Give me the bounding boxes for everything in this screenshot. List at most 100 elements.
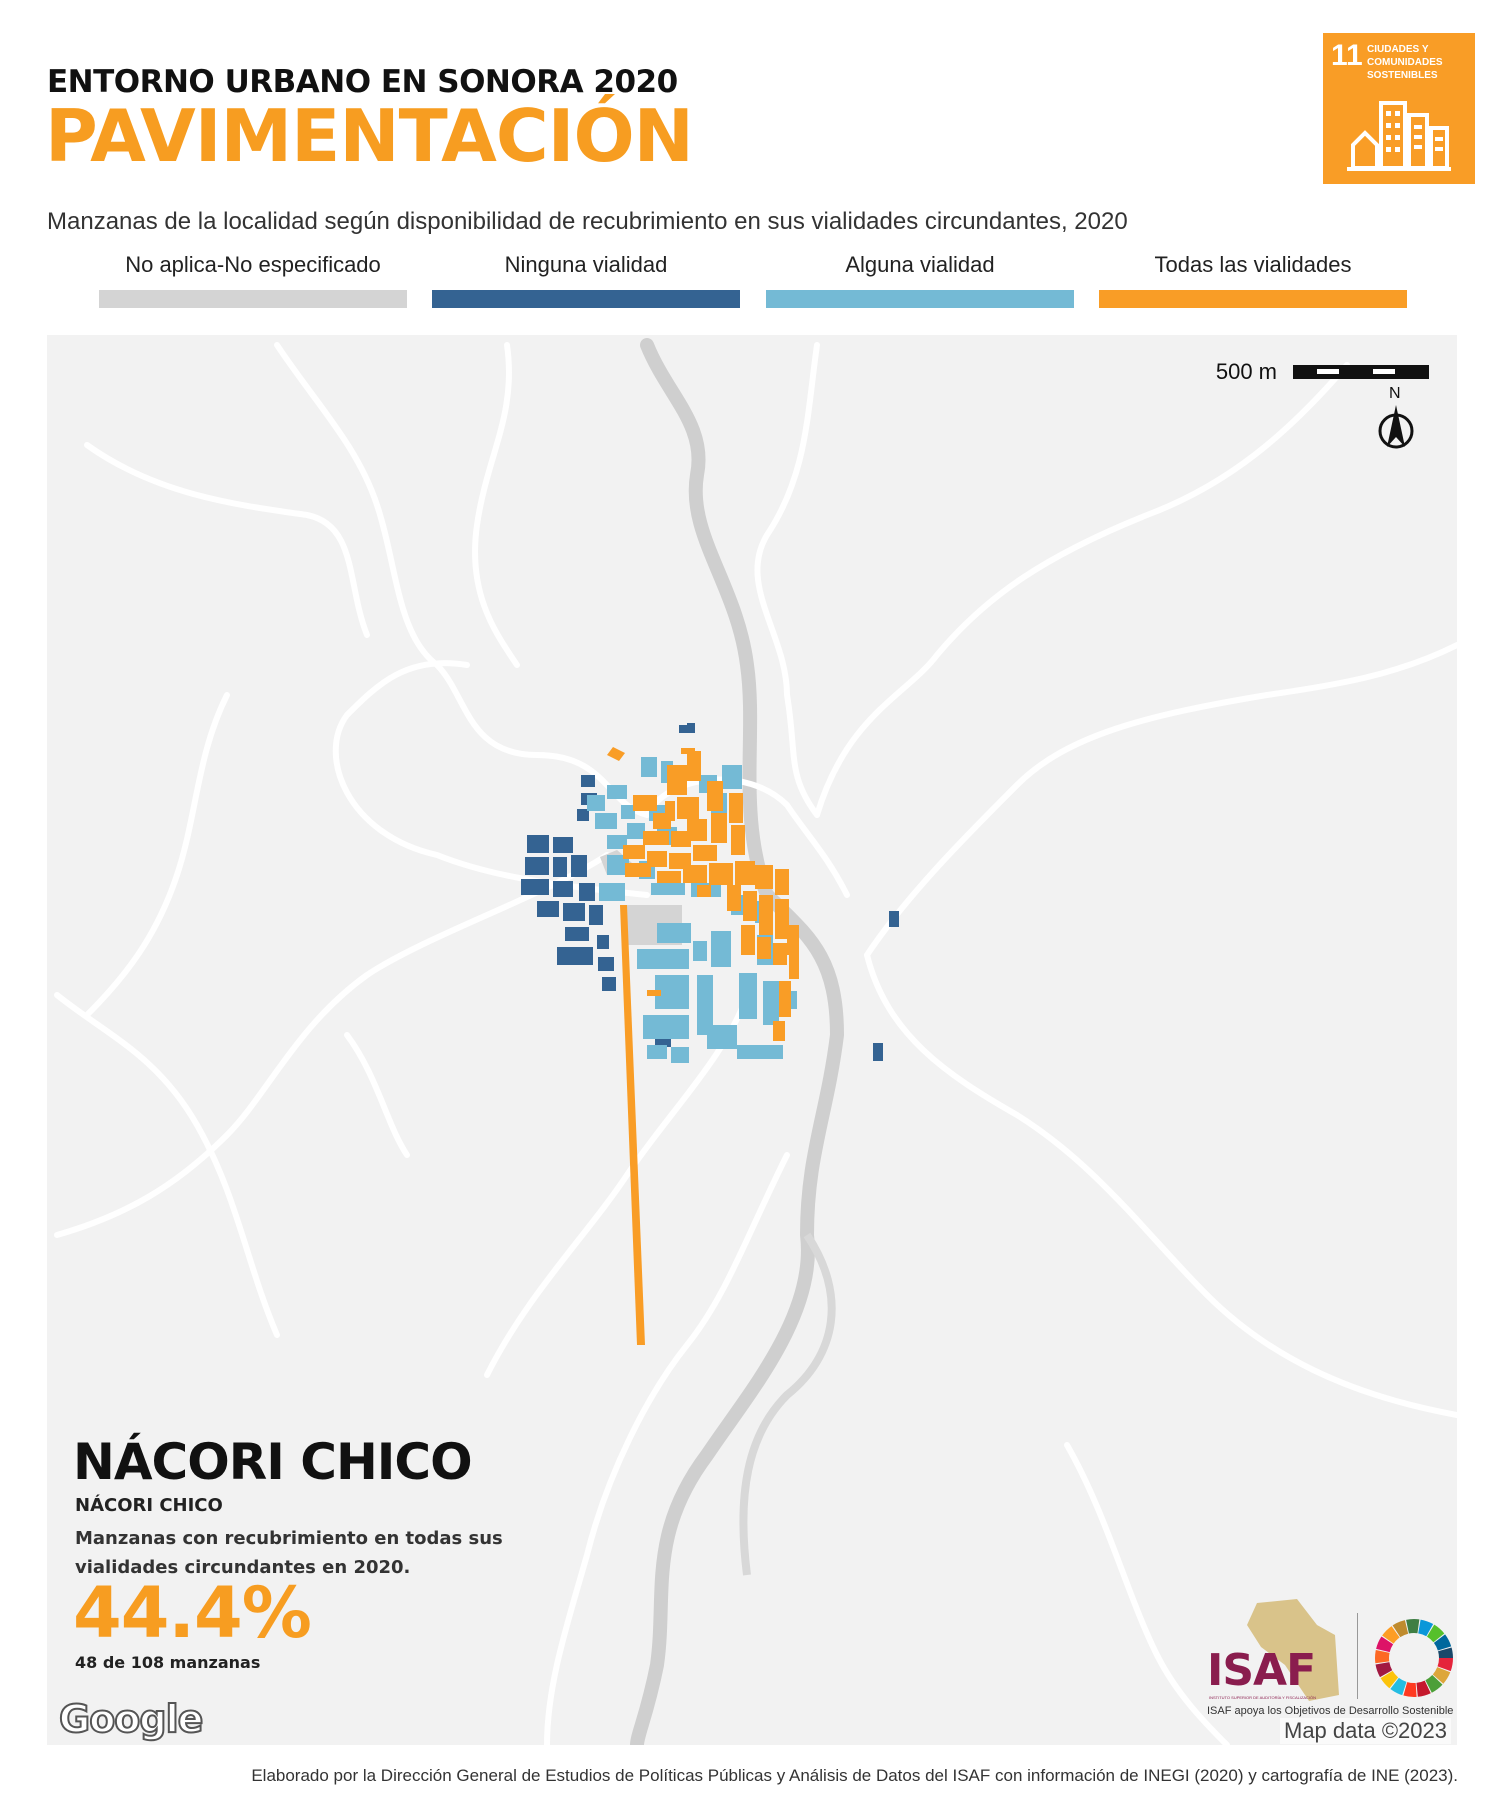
city-block bbox=[647, 851, 667, 867]
page-title: PAVIMENTACIÓN bbox=[45, 94, 694, 178]
city-block bbox=[647, 990, 661, 996]
city-block bbox=[679, 725, 691, 733]
city-block bbox=[521, 879, 549, 895]
city-block bbox=[755, 865, 773, 889]
city-block bbox=[775, 899, 789, 939]
city-block bbox=[621, 805, 635, 819]
city-block bbox=[707, 1025, 737, 1049]
legend-label: Ninguna vialidad bbox=[504, 252, 668, 277]
sdg-text-2: COMUNIDADES bbox=[1367, 57, 1443, 68]
city-block bbox=[563, 903, 585, 921]
city-block bbox=[697, 885, 711, 897]
city-block bbox=[637, 949, 689, 969]
city-block bbox=[607, 747, 625, 761]
city-block bbox=[739, 973, 757, 1019]
city-block bbox=[775, 869, 789, 895]
city-block bbox=[773, 943, 787, 965]
north-arrow-icon: N bbox=[1375, 385, 1417, 451]
city-block bbox=[599, 883, 625, 901]
city-block bbox=[709, 863, 733, 885]
city-block bbox=[667, 765, 687, 795]
city-block bbox=[553, 857, 567, 877]
city-block bbox=[671, 831, 691, 847]
sdg-text-1: CIUDADES Y bbox=[1367, 44, 1429, 55]
sdg-text-3: SOSTENIBLES bbox=[1367, 70, 1438, 81]
city-block bbox=[779, 981, 791, 1017]
city-block bbox=[553, 837, 573, 853]
city-block bbox=[577, 809, 589, 821]
logos: ISAF INSTITUTO SUPERIOR DE AUDITORÍA Y F… bbox=[1147, 1585, 1453, 1725]
city-block bbox=[598, 957, 614, 971]
river-branch bbox=[739, 1232, 836, 1576]
city-block bbox=[757, 937, 771, 959]
city-block bbox=[657, 871, 681, 883]
city-block bbox=[697, 975, 713, 1035]
city-block bbox=[731, 825, 745, 855]
blocks-todas bbox=[607, 747, 799, 1345]
map-data-attribution[interactable]: Map data ©2023 bbox=[1280, 1718, 1451, 1744]
city-block bbox=[687, 751, 701, 781]
north-label: N bbox=[1389, 385, 1401, 402]
sonora-map-icon bbox=[1247, 1599, 1339, 1701]
legend-label: No aplica-No especificado bbox=[125, 252, 381, 277]
legend-swatch bbox=[1099, 290, 1407, 308]
city-block bbox=[711, 813, 727, 843]
city-block bbox=[711, 931, 731, 967]
city-block bbox=[759, 895, 773, 935]
city-block bbox=[595, 813, 617, 829]
city-block bbox=[789, 955, 799, 979]
city-block bbox=[651, 883, 685, 895]
city-block bbox=[677, 797, 699, 819]
city-block bbox=[665, 801, 675, 821]
city-block bbox=[607, 835, 627, 849]
city-block bbox=[743, 891, 757, 921]
legend-item-ninguna: Ninguna vialidad bbox=[432, 250, 740, 308]
city-block bbox=[597, 935, 609, 949]
sdg-wheel-icon bbox=[1375, 1619, 1453, 1697]
roads bbox=[54, 342, 1457, 1745]
footer-source: Elaborado por la Dirección General de Es… bbox=[251, 1766, 1458, 1785]
city-block bbox=[623, 845, 645, 859]
legend-label: Todas las vialidades bbox=[1154, 252, 1352, 277]
locality-name: NÁCORI CHICO bbox=[75, 1495, 223, 1516]
city-block bbox=[620, 905, 645, 1345]
legend-label: Alguna vialidad bbox=[845, 252, 995, 277]
city-block bbox=[557, 947, 593, 965]
city-block bbox=[687, 819, 707, 841]
city-block bbox=[787, 925, 799, 955]
municipality-name: NÁCORI CHICO bbox=[73, 1433, 473, 1491]
legend-swatch bbox=[99, 290, 407, 308]
isaf-subtitle: INSTITUTO SUPERIOR DE AUDITORÍA Y FISCAL… bbox=[1209, 1695, 1317, 1700]
city-block bbox=[643, 1015, 689, 1039]
city-block bbox=[737, 1045, 783, 1059]
city-block bbox=[602, 977, 616, 991]
city-block bbox=[581, 775, 595, 787]
google-logo[interactable]: Google bbox=[58, 1696, 204, 1742]
city-block bbox=[653, 813, 671, 829]
city-block bbox=[693, 845, 717, 861]
city-block bbox=[537, 901, 559, 917]
legend-item-todas: Todas las vialidades bbox=[1099, 250, 1407, 308]
city-block bbox=[683, 865, 707, 883]
city-block bbox=[722, 765, 742, 789]
city-block bbox=[643, 831, 669, 845]
summary-percent: 44.4% bbox=[73, 1572, 312, 1654]
sdg-number: 11 bbox=[1331, 39, 1363, 72]
legend-swatch bbox=[432, 290, 740, 308]
map-panel[interactable]: 500 m N NÁCORI CHICO NÁCORI CHICO Manzan… bbox=[47, 335, 1457, 1745]
city-block bbox=[763, 981, 779, 1025]
supertitle: ENTORNO URBANO EN SONORA 2020 bbox=[47, 64, 678, 100]
isaf-logo: ISAF bbox=[1207, 1645, 1316, 1696]
summary-count: 48 de 108 manzanas bbox=[75, 1653, 261, 1672]
map-canvas[interactable] bbox=[47, 335, 1457, 1745]
city-block bbox=[525, 857, 549, 875]
legend-item-alguna: Alguna vialidad bbox=[766, 250, 1074, 308]
city-block bbox=[657, 923, 691, 943]
city-block bbox=[707, 781, 723, 811]
subtitle: Manzanas de la localidad según disponibi… bbox=[47, 208, 1128, 235]
city-block bbox=[607, 855, 629, 875]
city-block bbox=[735, 861, 755, 885]
city-block bbox=[787, 991, 797, 1009]
city-block bbox=[687, 723, 695, 733]
city-block bbox=[633, 795, 657, 811]
